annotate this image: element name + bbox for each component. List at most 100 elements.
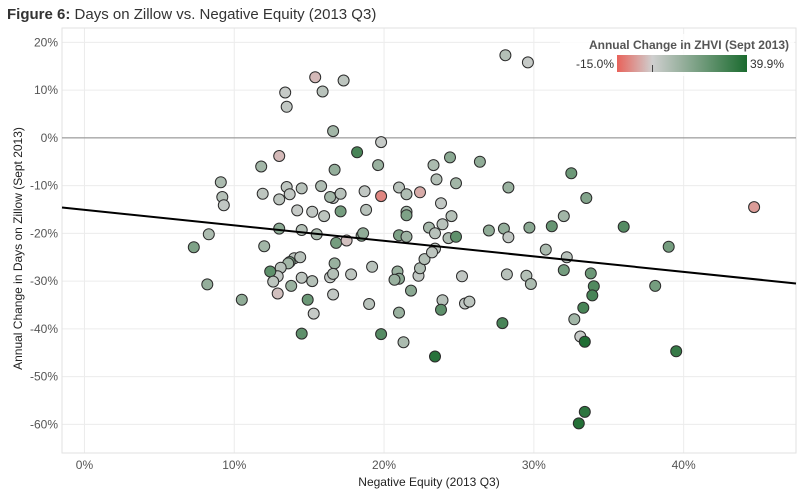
gridlines (61, 27, 797, 454)
data-point (375, 328, 388, 341)
data-point (429, 227, 441, 240)
y-tick-label: -20% (30, 226, 58, 240)
data-point (375, 136, 388, 149)
data-point (577, 301, 590, 314)
data-point (324, 191, 337, 203)
data-point (255, 160, 268, 173)
chart-title: Figure 6: Days on Zillow vs. Negative Eq… (7, 6, 376, 23)
data-point (436, 218, 449, 231)
legend-max-label: 39.9% (750, 57, 784, 71)
data-point (473, 155, 486, 168)
x-tick-label: 20% (372, 458, 396, 472)
data-point (565, 167, 578, 180)
data-point (500, 268, 513, 281)
data-point (521, 56, 534, 69)
data-point (337, 74, 350, 87)
data-point (295, 271, 308, 284)
data-point (360, 203, 373, 216)
data-point (545, 220, 558, 233)
data-point (414, 186, 426, 199)
data-point (327, 125, 340, 138)
y-tick-label: -30% (30, 274, 58, 288)
data-point (264, 265, 277, 278)
data-point (405, 284, 417, 297)
data-point (430, 173, 443, 186)
data-point (363, 298, 376, 310)
y-tick-label: -60% (30, 417, 58, 431)
data-point (309, 71, 322, 84)
data-point (400, 209, 413, 222)
data-point (295, 224, 308, 236)
y-tick-label: -40% (30, 322, 58, 336)
data-point (450, 177, 462, 190)
data-point (306, 205, 319, 218)
y-tick-label: 10% (34, 83, 58, 97)
data-point (523, 221, 536, 234)
data-point (400, 188, 413, 201)
data-point (557, 264, 570, 277)
data-point (662, 240, 675, 253)
data-point (330, 236, 343, 249)
data-point (617, 220, 630, 233)
data-point (318, 210, 331, 223)
data-point (435, 197, 447, 210)
data-point (315, 180, 328, 193)
data-point (295, 182, 308, 195)
data-point (328, 257, 341, 270)
legend-color-bar (617, 55, 747, 72)
legend-title: Annual Change in ZHVI (Sept 2013) (589, 38, 789, 52)
data-point (397, 336, 410, 349)
data-point (499, 49, 512, 62)
y-tick-label: -10% (30, 179, 58, 193)
data-point (273, 222, 286, 235)
data-point (568, 313, 581, 326)
data-point (301, 293, 314, 306)
data-point (306, 275, 319, 288)
data-point (307, 307, 320, 320)
data-point (496, 317, 509, 330)
data-point (334, 205, 347, 218)
data-point (280, 100, 293, 113)
data-point (375, 190, 388, 203)
data-point (649, 279, 662, 292)
data-point (502, 181, 515, 194)
x-tick-label: 0% (76, 458, 94, 472)
y-tick-label: 20% (34, 35, 58, 49)
data-point (217, 199, 230, 212)
data-points (187, 49, 761, 430)
data-point (334, 187, 347, 200)
x-axis-title: Negative Equity (2013 Q3) (358, 475, 499, 489)
data-point (202, 228, 215, 241)
data-point (427, 159, 440, 172)
data-point (294, 251, 307, 264)
figure-label: Figure 6: (7, 6, 71, 23)
y-tick-label: -50% (30, 370, 58, 384)
data-point (429, 350, 441, 363)
y-axis: 20% 10% 0% -10% -20% -30% -40% -50% -60% (30, 35, 58, 431)
data-point (201, 278, 214, 291)
data-point (357, 227, 370, 240)
data-point (267, 275, 280, 288)
data-point (327, 267, 340, 280)
data-point (285, 279, 298, 292)
data-point (366, 260, 379, 273)
data-point (418, 253, 431, 266)
data-point (444, 151, 456, 164)
data-point (584, 267, 597, 280)
figure-title: Days on Zillow vs. Negative Equity (2013… (74, 6, 377, 23)
y-axis-title: Annual Change in Days on Zillow (Sept 20… (11, 127, 25, 370)
data-point (557, 210, 570, 223)
data-point (435, 303, 447, 316)
data-point (295, 327, 308, 340)
data-point (393, 306, 405, 319)
data-point (482, 224, 495, 237)
data-point (539, 243, 552, 256)
data-point (572, 417, 585, 430)
data-point (456, 270, 468, 283)
x-tick-label: 30% (522, 458, 546, 472)
data-point (578, 335, 591, 348)
data-point (214, 176, 227, 189)
data-point (235, 293, 248, 306)
data-point (345, 268, 358, 281)
